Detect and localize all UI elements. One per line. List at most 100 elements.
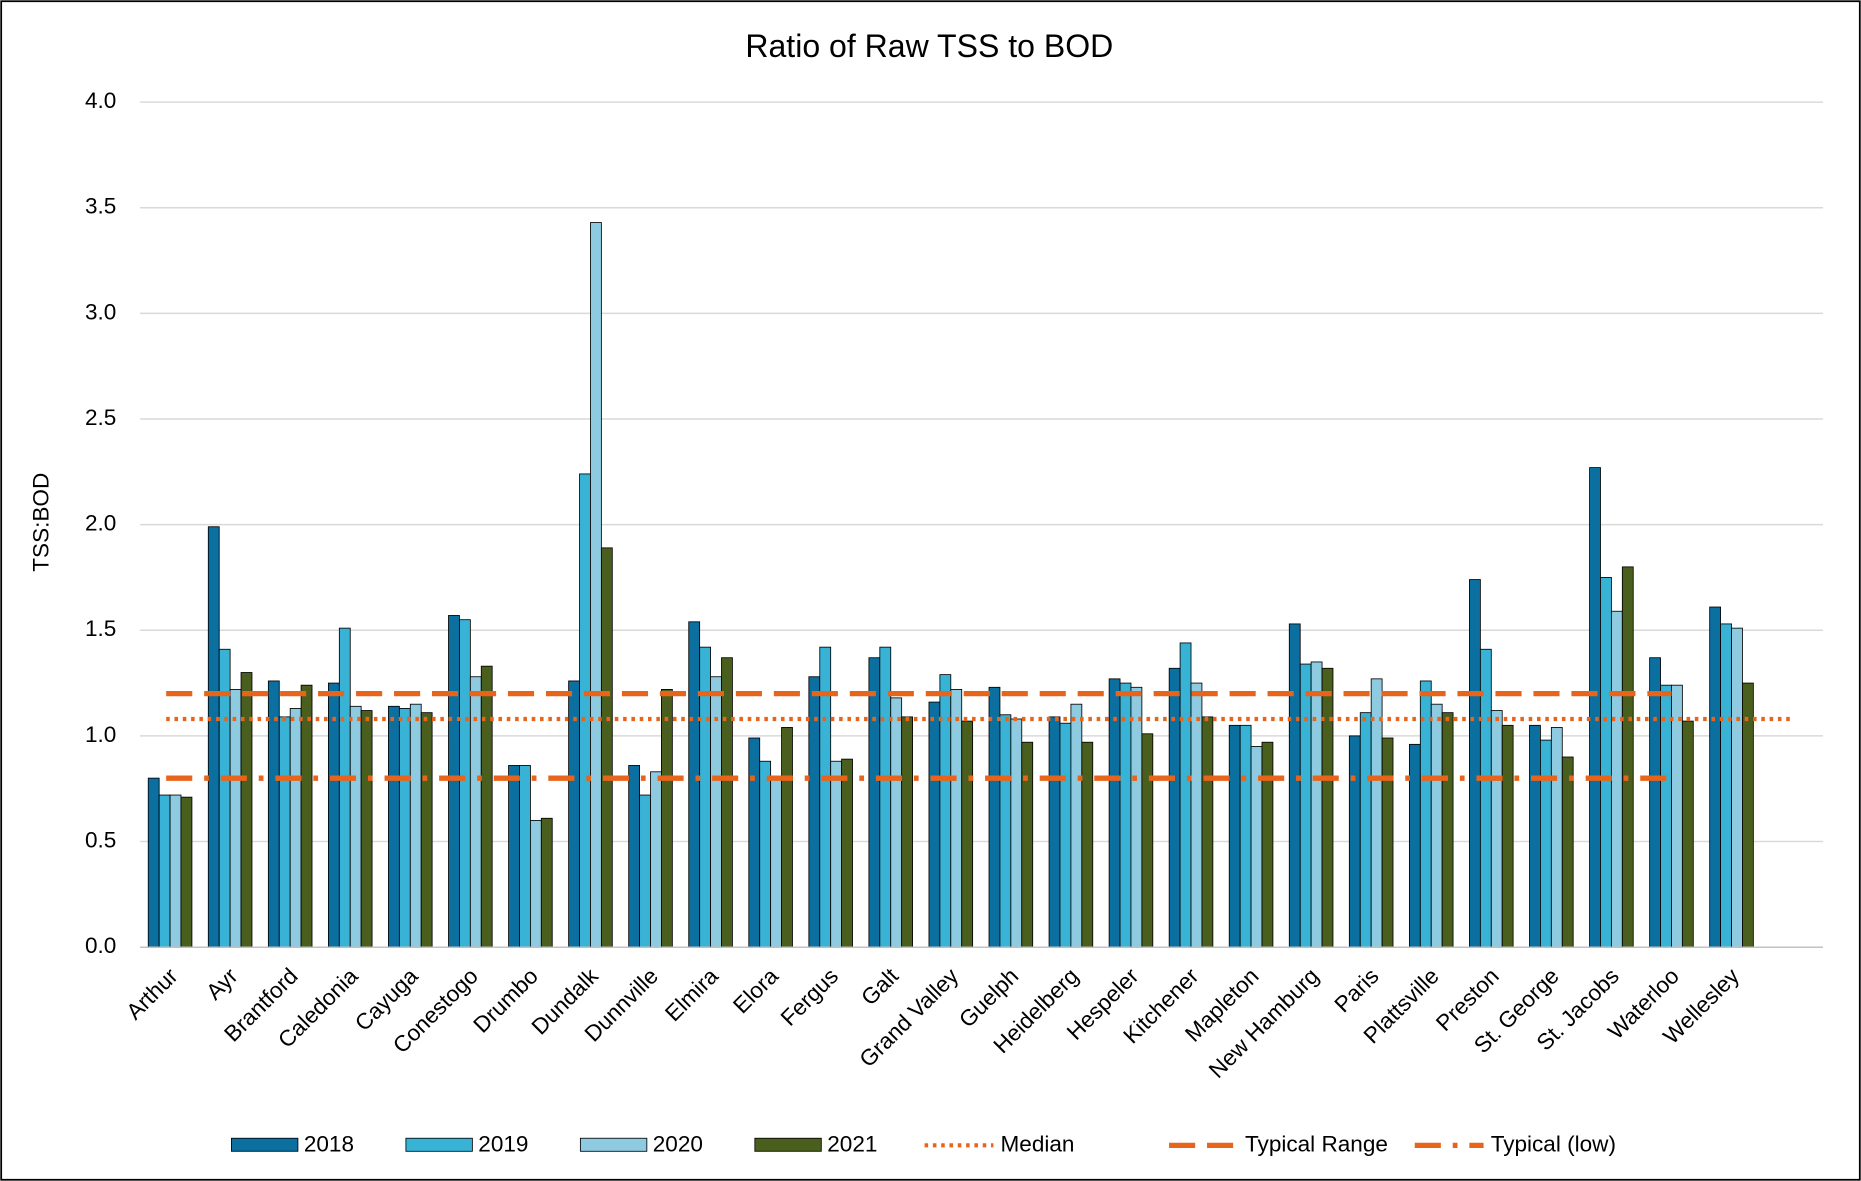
bar [360,710,373,948]
bar [1310,661,1323,948]
bar [1731,627,1743,948]
bar [1261,741,1274,948]
bar [338,627,351,948]
bar [1081,741,1094,948]
bar [388,705,400,948]
bar [650,771,662,948]
y-tick-label: 2.5 [85,405,116,430]
bar [180,796,193,948]
y-tick-label: 0.0 [85,933,116,958]
bar [1430,703,1443,948]
bar [770,777,782,948]
bar [1130,686,1143,948]
bar [1359,712,1372,948]
bar [1228,724,1241,948]
bar [1070,703,1083,948]
bar [398,708,411,948]
bar [207,526,220,948]
legend-label: 2018 [304,1131,354,1156]
chart-title: Ratio of Raw TSS to BOD [745,28,1113,64]
bar [540,817,553,948]
bar [1119,682,1132,948]
bar [590,222,602,948]
bar [639,794,651,948]
bar [278,716,291,948]
legend-label: 2020 [653,1131,703,1156]
bar [939,674,952,948]
bar [1742,682,1754,948]
legend-label: 2021 [827,1131,877,1156]
bar [1649,657,1661,948]
bar [1348,735,1361,948]
bar [229,688,242,948]
bar [890,697,903,948]
bar [1408,743,1421,948]
bar [901,716,913,948]
y-tick-label: 4.0 [85,88,116,113]
bar [459,619,471,948]
bar [1141,733,1154,948]
bar [1381,737,1394,948]
bar [519,765,531,948]
bar [1201,716,1214,948]
legend-label: Typical Range [1245,1131,1388,1156]
bar [1600,577,1612,948]
bar [1059,722,1072,948]
bar [579,473,591,948]
bar [600,547,613,948]
bar [1660,684,1672,948]
bar [420,712,433,948]
bar [1299,663,1312,948]
legend-label: Median [1001,1131,1075,1156]
bar [1681,720,1694,948]
bar [1621,566,1634,948]
bar [950,688,963,948]
legend-swatch [405,1137,473,1152]
bar [1469,579,1481,948]
bar [240,672,253,948]
bar [1321,667,1334,948]
y-tick-label: 0.5 [85,827,116,852]
bar [999,714,1012,948]
bar [529,819,542,948]
bar [961,720,974,948]
bar [300,684,313,948]
bar [1168,667,1181,948]
bar [1671,684,1683,948]
bar [480,665,493,948]
bar [1720,623,1732,948]
bar [841,758,853,948]
y-tick-label: 1.0 [85,722,116,747]
y-tick-label: 1.5 [85,616,116,641]
y-tick-label: 3.0 [85,299,116,324]
bar [1190,682,1203,948]
bar [1589,467,1601,948]
bar [830,760,843,948]
bar [1010,718,1023,948]
bar [688,621,701,948]
bar [1239,724,1252,948]
legend-swatch [231,1137,299,1152]
bar [1561,756,1574,948]
bar [158,794,171,948]
bar [988,686,1001,948]
legend-swatch [579,1137,648,1152]
bar [409,703,422,948]
bar [1441,712,1454,948]
y-axis-label: TSS:BOD [29,473,54,572]
bar [349,705,362,948]
bar [868,657,881,948]
bar [1490,710,1503,948]
bar [1021,741,1034,948]
legend-label: Typical (low) [1491,1131,1616,1156]
bar [1540,739,1552,948]
bar [1610,610,1623,948]
bar [759,760,772,948]
bar [1709,606,1722,948]
bar [748,737,761,948]
y-tick-label: 3.5 [85,194,116,219]
bar [628,765,641,948]
bar [289,708,302,948]
